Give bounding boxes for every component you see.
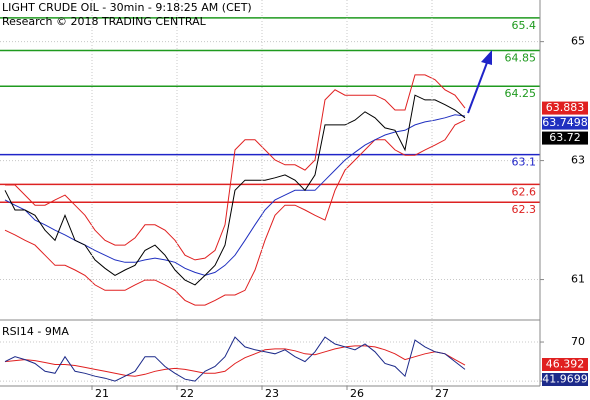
chart-title: LIGHT CRUDE OIL - 30min - 9:18:25 AM (CE… bbox=[2, 1, 252, 14]
value-box-label: 46.392 bbox=[546, 358, 585, 371]
x-tick-label: 27 bbox=[435, 387, 449, 400]
x-tick-label: 23 bbox=[265, 387, 279, 400]
forecast-arrow-head bbox=[481, 50, 492, 65]
value-box-label: 63.7498 bbox=[542, 116, 588, 129]
forecast-arrow bbox=[467, 59, 489, 114]
x-tick-label: 26 bbox=[350, 387, 364, 400]
value-box bbox=[542, 358, 588, 371]
pane-title: RSI14 - 9MA bbox=[2, 325, 69, 338]
series-line bbox=[5, 74, 466, 261]
value-box bbox=[542, 116, 588, 130]
value-box bbox=[542, 101, 588, 115]
x-tick-label: 21 bbox=[95, 387, 109, 400]
level-label: 62.3 bbox=[512, 203, 537, 216]
series-line bbox=[4, 94, 466, 286]
y-tick-label: 61 bbox=[571, 273, 585, 286]
value-box-label: 63.883 bbox=[546, 101, 585, 114]
series-line bbox=[4, 345, 466, 377]
chart-subtitle: Research © 2018 TRADING CENTRAL bbox=[2, 15, 207, 28]
level-label: 63.1 bbox=[512, 156, 537, 169]
series-line bbox=[4, 336, 466, 382]
level-label: 65.4 bbox=[512, 19, 537, 32]
value-box-label: 63.72 bbox=[549, 131, 581, 144]
value-box-label: 41.9699 bbox=[542, 373, 588, 386]
value-box bbox=[542, 131, 588, 145]
y-tick-label: 70 bbox=[571, 335, 585, 348]
y-tick-label: 63 bbox=[571, 154, 585, 167]
series-line bbox=[4, 119, 466, 306]
value-box bbox=[542, 373, 588, 386]
level-label: 62.6 bbox=[512, 185, 537, 198]
x-tick-label: 22 bbox=[180, 387, 194, 400]
y-tick-label: 65 bbox=[571, 35, 585, 48]
level-label: 64.25 bbox=[505, 87, 537, 100]
level-label: 64.85 bbox=[505, 52, 537, 65]
